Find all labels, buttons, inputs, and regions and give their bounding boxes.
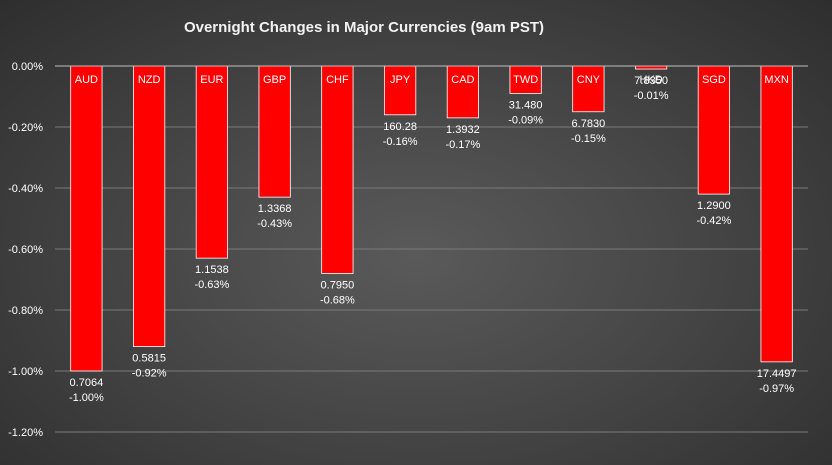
percent-label-sgd: -0.42% bbox=[696, 215, 731, 227]
category-label-hkd: HKD bbox=[640, 74, 663, 86]
rate-label-gbp: 1.3368 bbox=[258, 203, 292, 215]
y-tick-label: -0.60% bbox=[8, 244, 43, 256]
category-label-gbp: GBP bbox=[263, 74, 286, 86]
percent-label-mxn: -0.97% bbox=[759, 383, 794, 395]
category-label-nzd: NZD bbox=[138, 74, 161, 86]
y-tick-label: 0.00% bbox=[12, 61, 43, 73]
bar-chf bbox=[321, 65, 354, 274]
bar-jpy bbox=[384, 65, 417, 116]
bar-mxn bbox=[760, 65, 793, 363]
rate-label-jpy: 160.28 bbox=[383, 121, 417, 133]
category-label-aud: AUD bbox=[75, 74, 98, 86]
percent-label-gbp: -0.43% bbox=[257, 218, 292, 230]
rate-label-hkd: 7.8350 bbox=[634, 75, 668, 87]
y-tick-label: -0.20% bbox=[8, 122, 43, 134]
gridlines bbox=[55, 126, 808, 433]
chart-title: Overnight Changes in Major Currencies (9… bbox=[184, 19, 544, 36]
y-tick-label: -1.00% bbox=[8, 366, 43, 378]
rate-label-chf: 0.7950 bbox=[321, 279, 355, 291]
rate-label-eur: 1.1538 bbox=[195, 264, 229, 276]
bar-eur bbox=[195, 65, 228, 259]
bar-aud bbox=[70, 65, 103, 372]
rate-label-twd: 31.480 bbox=[509, 99, 543, 111]
category-labels: AUD NZD EUR GBP CHF JPY CAD TWD CNY HKD SGD MXN bbox=[75, 74, 789, 86]
percent-label-chf: -0.68% bbox=[320, 294, 355, 306]
category-label-chf: CHF bbox=[326, 74, 349, 86]
category-label-twd: TWD bbox=[513, 74, 538, 86]
percent-label-twd: -0.09% bbox=[508, 114, 543, 126]
rate-label-cny: 6.7830 bbox=[572, 118, 606, 130]
category-label-jpy: JPY bbox=[390, 74, 411, 86]
data-labels: 0.7064 -1.00% 0.5815 -0.92% 1.1538 -0.63% 1.33… bbox=[69, 75, 797, 404]
y-axis-tick-labels: 0.00% -0.20% -0.40% -0.60% -0.80% -1.00% -1.20… bbox=[8, 61, 43, 439]
bar-cny bbox=[572, 65, 605, 113]
percent-label-cad: -0.17% bbox=[445, 139, 480, 151]
y-tick-label: -0.40% bbox=[8, 183, 43, 195]
rate-label-cad: 1.3932 bbox=[446, 124, 480, 136]
category-label-eur: EUR bbox=[200, 74, 223, 86]
category-label-cad: CAD bbox=[451, 74, 474, 86]
bar-gbp bbox=[258, 65, 291, 198]
bars bbox=[70, 65, 793, 372]
y-tick-label: -0.80% bbox=[8, 305, 43, 317]
y-tick-label: -1.20% bbox=[8, 427, 43, 439]
rate-label-nzd: 0.5815 bbox=[132, 353, 166, 365]
bar-cad bbox=[446, 65, 479, 119]
rate-label-sgd: 1.2900 bbox=[697, 200, 731, 212]
percent-label-jpy: -0.16% bbox=[383, 136, 418, 148]
rate-label-mxn: 17.4497 bbox=[757, 368, 797, 380]
percent-label-cny: -0.15% bbox=[571, 133, 606, 145]
percent-label-nzd: -0.92% bbox=[132, 368, 167, 380]
percent-label-aud: -1.00% bbox=[69, 392, 104, 404]
percent-label-eur: -0.63% bbox=[194, 279, 229, 291]
category-label-sgd: SGD bbox=[702, 74, 726, 86]
percent-label-hkd: -0.01% bbox=[634, 90, 669, 102]
bar-nzd bbox=[133, 65, 166, 348]
category-label-cny: CNY bbox=[577, 74, 601, 86]
rate-label-aud: 0.7064 bbox=[70, 377, 104, 389]
category-label-mxn: MXN bbox=[764, 74, 789, 86]
